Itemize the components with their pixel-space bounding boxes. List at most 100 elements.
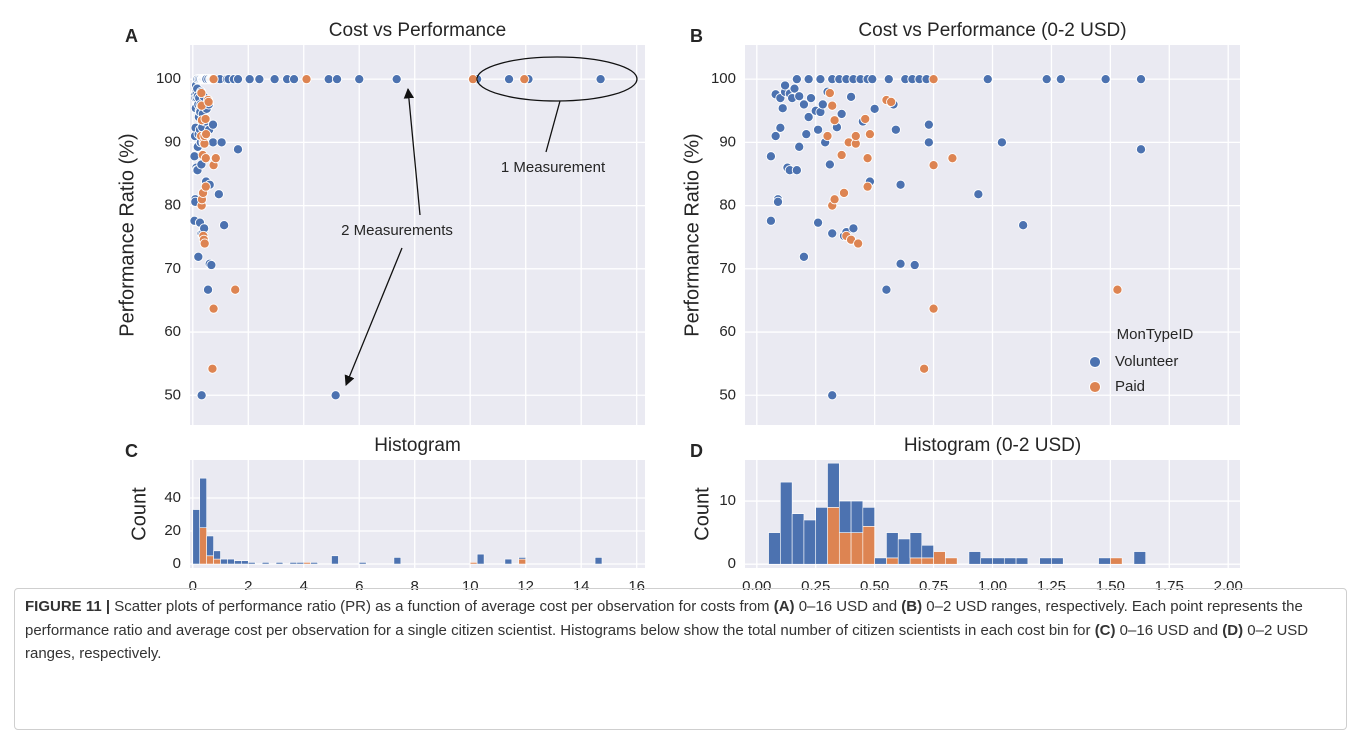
bar — [289, 562, 298, 565]
bar — [518, 557, 527, 560]
x-tick-label: 0.00 — [742, 578, 771, 590]
point — [254, 74, 265, 85]
point — [883, 74, 894, 85]
panel-label: D — [690, 441, 703, 461]
point — [923, 119, 934, 130]
point — [206, 259, 217, 271]
point — [791, 165, 802, 176]
point — [331, 74, 343, 85]
point — [923, 137, 934, 148]
point — [798, 99, 809, 110]
x-tick-label: 14 — [573, 578, 590, 590]
bar — [469, 562, 478, 565]
bar — [518, 558, 527, 565]
panel: 50 60 70 80 90 100 Cost vs Performance A Perform… — [116, 20, 645, 425]
bar — [780, 481, 793, 565]
bar — [234, 560, 242, 565]
y-tick-label: 100 — [711, 70, 736, 87]
point — [196, 390, 207, 401]
point — [207, 363, 218, 374]
point — [1041, 74, 1052, 85]
panel-label: C — [125, 441, 138, 461]
point — [323, 74, 334, 85]
y-tick-label: 90 — [719, 133, 736, 150]
caption-text: (A) — [773, 598, 795, 615]
point — [770, 130, 781, 142]
point — [391, 74, 402, 85]
point — [824, 159, 835, 170]
bar — [303, 562, 311, 565]
bar — [206, 535, 214, 557]
point — [895, 258, 906, 269]
x-tick-label: 4 — [300, 578, 308, 590]
point — [210, 153, 221, 164]
point — [196, 88, 207, 99]
point — [230, 284, 241, 295]
annotation: 1 Measurement — [501, 159, 606, 176]
bar — [358, 562, 367, 565]
point — [895, 179, 906, 190]
panel: 50 60 70 80 90 100 Cost vs Performance (0-2 US… — [681, 20, 1240, 425]
point — [216, 137, 227, 148]
point — [213, 189, 224, 200]
bar — [227, 558, 235, 565]
bar — [504, 558, 513, 565]
bar — [296, 562, 305, 565]
bar — [862, 526, 875, 565]
panel-label: A — [125, 26, 138, 46]
annotation-ellipse — [476, 56, 638, 102]
bar — [945, 557, 958, 565]
legend-title: MonTypeID — [1117, 326, 1194, 343]
bar — [206, 555, 214, 565]
point — [201, 129, 212, 140]
x-tick-label: 1.50 — [1096, 578, 1125, 590]
point — [232, 74, 244, 85]
x-tick-label: 2 — [244, 578, 252, 590]
legend-marker — [1089, 381, 1101, 393]
x-tick-label: 1.75 — [1155, 578, 1184, 590]
point — [791, 74, 802, 85]
y-axis-label: Performance Ratio (%) — [116, 133, 138, 336]
chart-title: Cost vs Performance — [329, 20, 506, 41]
point — [765, 151, 776, 162]
point — [203, 96, 214, 107]
point — [862, 181, 873, 192]
y-tick-label: 70 — [719, 260, 736, 277]
panel: 020400246810121416HistogramCCountAverage… — [125, 435, 645, 590]
bar — [1003, 557, 1017, 565]
point — [836, 108, 847, 119]
x-tick-label: 6 — [355, 578, 363, 590]
bar — [393, 557, 402, 565]
x-tick-label: 8 — [411, 578, 419, 590]
bar — [791, 513, 805, 565]
point — [973, 189, 984, 200]
point — [928, 74, 939, 85]
point — [199, 238, 210, 249]
x-tick-label: 0.25 — [801, 578, 830, 590]
point — [288, 74, 300, 85]
y-tick-label: 80 — [719, 197, 736, 214]
point — [822, 130, 833, 142]
bar — [241, 560, 249, 565]
marks — [768, 462, 1147, 565]
point — [853, 238, 864, 249]
bar — [992, 557, 1005, 565]
bar — [827, 462, 840, 508]
point — [1135, 144, 1147, 155]
point — [827, 390, 838, 401]
legend-label: Volunteer — [1115, 353, 1178, 370]
point — [301, 74, 312, 85]
point — [836, 149, 847, 161]
point — [869, 103, 880, 114]
point — [1055, 74, 1066, 85]
x-tick-label: 0.75 — [919, 578, 948, 590]
point — [1112, 284, 1123, 295]
marks — [190, 74, 606, 401]
point — [848, 223, 859, 234]
point — [777, 103, 788, 114]
point — [798, 251, 809, 262]
y-tick-label: 70 — [164, 260, 181, 277]
point — [919, 363, 930, 374]
point — [803, 112, 814, 123]
point — [200, 153, 211, 164]
